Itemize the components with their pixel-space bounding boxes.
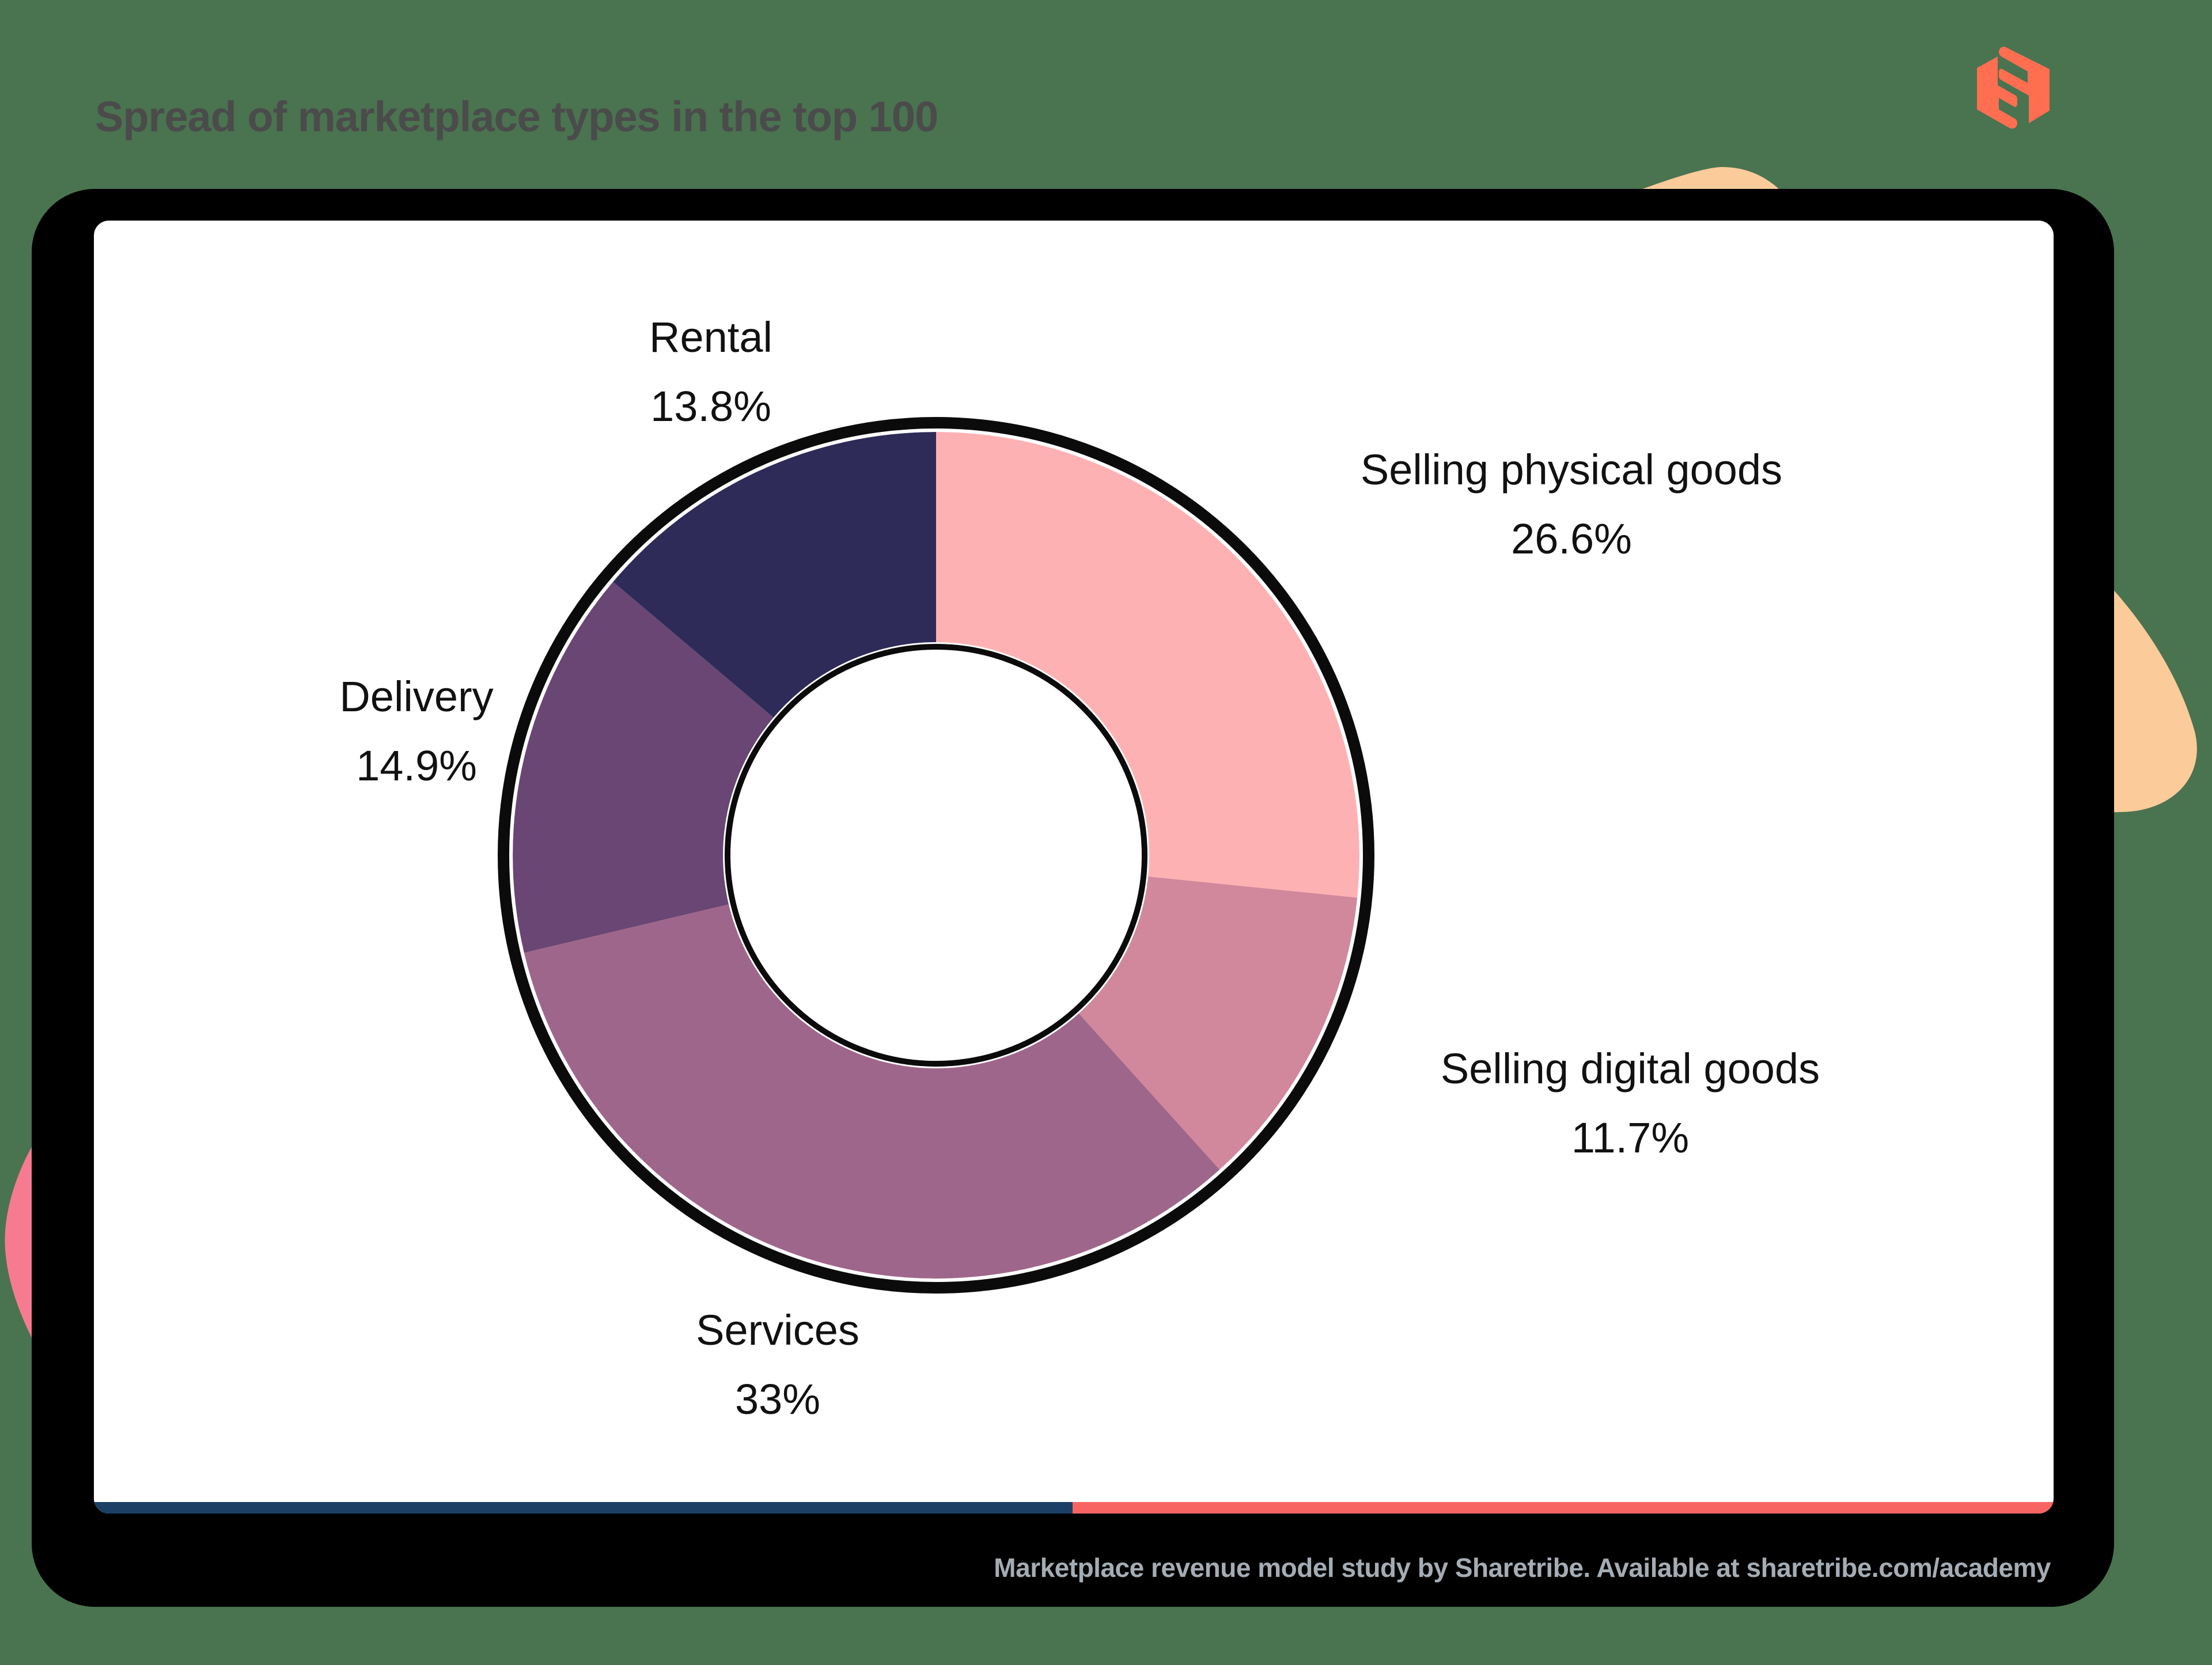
donut-segments	[513, 432, 1359, 1279]
chart-card: Rental 13.8% Selling physical goods 26.6…	[94, 221, 2054, 1514]
label-delivery: Delivery 14.9%	[339, 673, 494, 790]
label-selling-digital-goods: Selling digital goods 11.7%	[1440, 1045, 1820, 1162]
segment-delivery	[513, 582, 774, 953]
segment-selling-digital-goods	[1078, 877, 1358, 1170]
donut-chart	[498, 417, 1374, 1294]
source-credit: Marketplace revenue model study by Share…	[994, 1553, 2051, 1583]
label-rental: Rental 13.8%	[649, 313, 772, 430]
bottom-bar-navy	[94, 1502, 1073, 1514]
segment-selling-physical-goods	[936, 432, 1359, 898]
segment-services	[524, 904, 1220, 1279]
page-title: Spread of marketplace types in the top 1…	[95, 93, 938, 141]
label-services: Services 33%	[696, 1306, 859, 1423]
bottom-bar-coral	[1073, 1502, 2054, 1514]
label-selling-physical-goods: Selling physical goods 26.6%	[1360, 446, 1783, 563]
sharetribe-logo-icon	[1977, 47, 2050, 129]
segment-rental	[613, 432, 936, 718]
